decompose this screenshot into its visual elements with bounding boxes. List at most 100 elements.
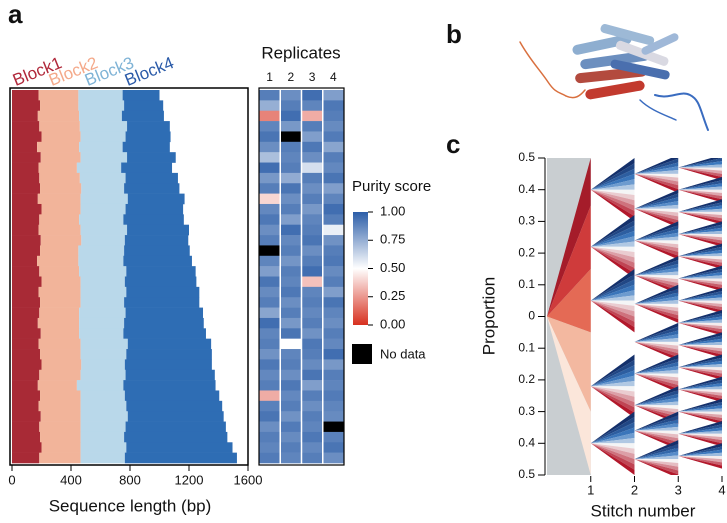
heatmap-cell	[259, 90, 281, 101]
heatmap-cell	[322, 442, 344, 453]
bar-segment	[12, 162, 39, 174]
fan	[678, 189, 722, 203]
plot-frame	[9, 87, 249, 466]
fan	[678, 167, 722, 181]
colorbar-tick-label: 0.75	[380, 232, 405, 247]
fan	[678, 186, 722, 190]
x-tick-label: 2	[631, 482, 638, 497]
heatmap-cell	[259, 224, 281, 236]
fan	[590, 173, 635, 190]
fan	[678, 376, 722, 390]
fan	[678, 256, 722, 269]
heatmap-cell	[301, 286, 323, 298]
heatmap-cell	[280, 369, 302, 381]
bar-segment	[41, 131, 81, 143]
bar-segment	[37, 110, 80, 122]
fan	[634, 271, 679, 276]
heatmap-cell	[301, 162, 323, 174]
bar-segment	[12, 193, 38, 205]
fan	[634, 459, 679, 471]
heatmap-cell	[322, 255, 344, 267]
heatmap-cell	[280, 193, 302, 205]
fan	[678, 234, 722, 247]
heatmap-cell	[301, 380, 323, 391]
heatmap-cell	[280, 152, 302, 163]
bar-segment	[126, 349, 212, 360]
fan	[590, 163, 635, 190]
x-axis-title: Stitch number	[591, 501, 696, 520]
bar-segment	[40, 245, 79, 257]
fan	[634, 373, 679, 382]
heatmap-cell	[301, 390, 323, 402]
heatmap-cell	[280, 100, 302, 112]
heatmap-cell	[259, 266, 281, 277]
fan	[678, 183, 722, 190]
bar-segment	[78, 100, 125, 112]
fan	[590, 443, 635, 454]
fan	[590, 432, 635, 444]
heatmap-cell	[322, 390, 344, 402]
fan	[678, 446, 722, 456]
fan	[678, 345, 722, 349]
bar-segment	[124, 431, 228, 443]
bar-segment	[124, 100, 164, 112]
heatmap-cell	[301, 131, 323, 143]
heatmap-cell	[322, 359, 344, 371]
fan	[634, 426, 679, 431]
bar-segment	[40, 235, 82, 246]
bar-segment	[125, 369, 215, 381]
bar-segment	[80, 442, 127, 453]
heatmap-cell	[301, 452, 323, 464]
heatmap-cell	[322, 162, 344, 174]
bar-segment	[125, 307, 204, 319]
fan	[590, 246, 635, 268]
heatmap-cell	[322, 297, 344, 308]
bar-segment	[12, 172, 40, 184]
heatmap-cell	[259, 152, 281, 163]
heatmap-cell	[301, 317, 323, 329]
fan	[678, 345, 722, 358]
colorbar-tick-label: 0.50	[380, 260, 405, 275]
column-label: 1	[266, 70, 273, 84]
fan	[590, 184, 635, 190]
heatmap-cell	[301, 203, 323, 215]
heatmap-cell	[280, 380, 302, 391]
y-tick-label: 0.5	[518, 150, 535, 164]
heatmap-cell	[301, 276, 323, 288]
bar-segment	[80, 421, 126, 433]
fan	[678, 230, 722, 235]
bar-segment	[126, 400, 223, 412]
fan	[678, 354, 722, 368]
bar-segment	[37, 317, 80, 329]
bar-segment	[124, 297, 200, 308]
bar-segment	[80, 349, 127, 360]
bar-segment	[12, 317, 38, 329]
fan	[634, 354, 679, 374]
fan	[590, 375, 635, 387]
bar-segment	[124, 359, 212, 371]
heatmap-cell	[259, 400, 281, 412]
bar-segment	[123, 255, 192, 267]
heatmap-cell	[280, 338, 302, 350]
fan	[678, 243, 722, 257]
fan	[678, 234, 722, 244]
heatmap-cell	[301, 349, 323, 360]
bar-segment	[12, 442, 42, 453]
heatmap-cell	[280, 203, 302, 215]
fan	[634, 300, 679, 304]
heatmap-cell	[322, 317, 344, 329]
fan	[634, 405, 679, 413]
y-tick-label: 0.4	[518, 182, 535, 196]
bar-segment	[12, 411, 41, 422]
bar-segment	[41, 442, 81, 453]
bar-segment	[39, 369, 81, 381]
fan	[590, 443, 635, 465]
bar-segment	[80, 224, 128, 236]
heatmap-cell	[301, 266, 323, 277]
bar-segment	[40, 390, 81, 402]
bar-segment	[12, 276, 42, 288]
fan	[678, 278, 722, 282]
fan	[678, 278, 722, 292]
bar-segment	[127, 411, 224, 422]
bar-segment	[79, 266, 127, 277]
